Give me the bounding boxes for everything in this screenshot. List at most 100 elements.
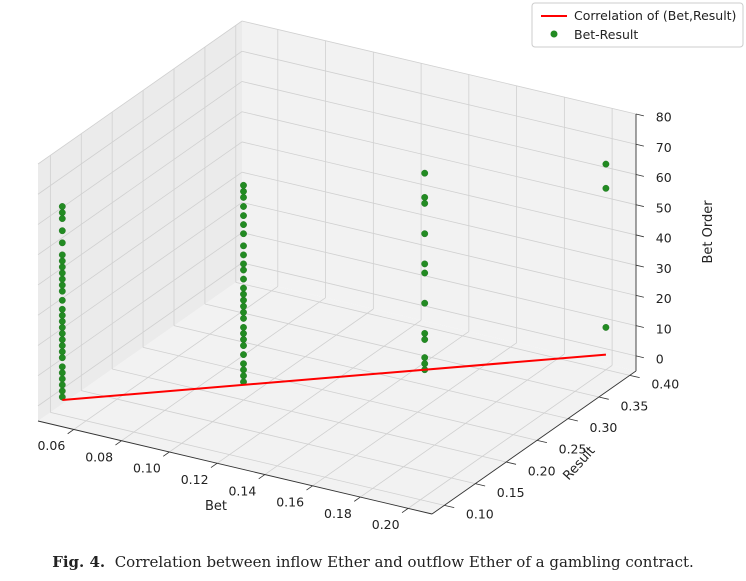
grid-line bbox=[37, 20, 243, 165]
grid-line bbox=[204, 303, 600, 398]
data-point bbox=[58, 263, 66, 271]
data-point bbox=[240, 203, 247, 210]
data-point bbox=[58, 296, 66, 304]
tick-mark bbox=[635, 234, 644, 238]
legend-box bbox=[531, 2, 744, 48]
grid-line bbox=[37, 232, 243, 376]
data-point bbox=[602, 160, 610, 168]
grid-line bbox=[37, 141, 243, 286]
x-axis-label: Bet bbox=[205, 499, 227, 514]
grid-line bbox=[360, 353, 565, 498]
grid-line bbox=[112, 368, 507, 463]
data-point bbox=[58, 342, 66, 349]
data-point bbox=[240, 187, 247, 195]
data-point bbox=[58, 257, 66, 265]
data-point bbox=[421, 336, 429, 343]
data-point bbox=[421, 193, 429, 201]
x-tick-label: 0.12 bbox=[181, 472, 209, 487]
grid-line bbox=[264, 331, 470, 475]
left-pane bbox=[38, 21, 242, 421]
tick-mark bbox=[567, 418, 578, 422]
z-tick-label: 80 bbox=[656, 110, 672, 125]
figure-caption: Fig. 4. Correlation between inflow Ether… bbox=[0, 553, 746, 571]
y-tick-label: 0.35 bbox=[620, 398, 648, 413]
tick-mark bbox=[115, 440, 122, 446]
data-point bbox=[58, 251, 66, 259]
data-point bbox=[58, 354, 66, 362]
x-tick-label: 0.10 bbox=[133, 461, 161, 476]
data-point bbox=[58, 311, 66, 319]
tick-mark bbox=[306, 485, 313, 491]
data-point bbox=[58, 203, 66, 210]
data-point bbox=[240, 212, 247, 220]
y-tick-label: 0.15 bbox=[497, 485, 525, 500]
axis-lines bbox=[37, 114, 637, 515]
grid-line bbox=[241, 141, 637, 236]
x-axis-line bbox=[37, 420, 433, 515]
grid-line bbox=[241, 20, 637, 115]
z-tick-labels: 0 10 20 30 40 50 60 70 80 bbox=[635, 110, 672, 367]
data-point bbox=[58, 330, 66, 337]
grid-line bbox=[241, 262, 637, 357]
data-point bbox=[58, 363, 66, 371]
x-tick-label: 0.06 bbox=[37, 438, 65, 453]
tick-mark bbox=[635, 355, 644, 359]
x-tick-label: 0.16 bbox=[276, 495, 304, 510]
data-point bbox=[240, 302, 247, 310]
data-point bbox=[240, 284, 247, 292]
chart-figure: 0.060.080.100.120.140.160.180.20 0.100.1… bbox=[37, 2, 744, 532]
y-tick-label: 0.40 bbox=[651, 377, 679, 392]
legend-label-bet-result: Bet-Result bbox=[574, 27, 638, 42]
y-tick-label: 0.10 bbox=[466, 507, 494, 522]
data-point bbox=[240, 275, 247, 283]
data-point bbox=[240, 314, 247, 322]
data-point bbox=[240, 372, 247, 380]
data-point bbox=[58, 209, 66, 217]
z-tick-label: 60 bbox=[656, 170, 672, 185]
z-axis-label: Bet Order bbox=[701, 200, 716, 264]
back-pane bbox=[242, 21, 636, 371]
tick-mark bbox=[635, 143, 644, 147]
tick-mark bbox=[506, 461, 517, 465]
data-point bbox=[240, 330, 247, 337]
grid-line bbox=[142, 346, 538, 441]
data-point bbox=[240, 230, 247, 238]
grid-line bbox=[407, 365, 613, 509]
data-point bbox=[58, 317, 66, 325]
z-tick-label: 10 bbox=[656, 321, 672, 336]
data-point bbox=[58, 348, 66, 356]
x-tick-label: 0.08 bbox=[85, 449, 113, 464]
caption-text: Correlation between inflow Ether and out… bbox=[114, 553, 694, 571]
data-point bbox=[602, 184, 610, 192]
grid-line bbox=[241, 81, 637, 175]
z-tick-label: 70 bbox=[656, 140, 672, 155]
tick-mark bbox=[354, 496, 361, 502]
data-point bbox=[58, 381, 66, 389]
data-point bbox=[240, 351, 247, 358]
tick-mark bbox=[635, 325, 644, 328]
data-point bbox=[240, 193, 247, 201]
tick-mark bbox=[536, 439, 548, 444]
tick-mark bbox=[210, 462, 218, 468]
tick-mark bbox=[67, 429, 75, 435]
data-point bbox=[240, 181, 247, 189]
grid-line bbox=[37, 262, 243, 407]
caption-label: Fig. 4. bbox=[52, 553, 106, 571]
data-point bbox=[58, 215, 66, 223]
data-point bbox=[58, 275, 66, 283]
data-point bbox=[58, 239, 66, 247]
data-point bbox=[240, 366, 247, 374]
z-tick-label: 0 bbox=[656, 352, 664, 367]
y-tick-label: 0.30 bbox=[590, 420, 618, 435]
legend-label-correlation: Correlation of (Bet,Result) bbox=[574, 8, 736, 23]
tick-mark bbox=[635, 295, 644, 298]
tick-mark bbox=[162, 451, 170, 457]
data-point bbox=[58, 269, 66, 277]
grid-line bbox=[241, 202, 637, 296]
data-series bbox=[58, 160, 610, 402]
data-point bbox=[58, 324, 66, 331]
grid-line bbox=[216, 319, 422, 464]
grid-line bbox=[312, 342, 517, 487]
data-point bbox=[240, 342, 247, 349]
data-point bbox=[58, 369, 66, 377]
